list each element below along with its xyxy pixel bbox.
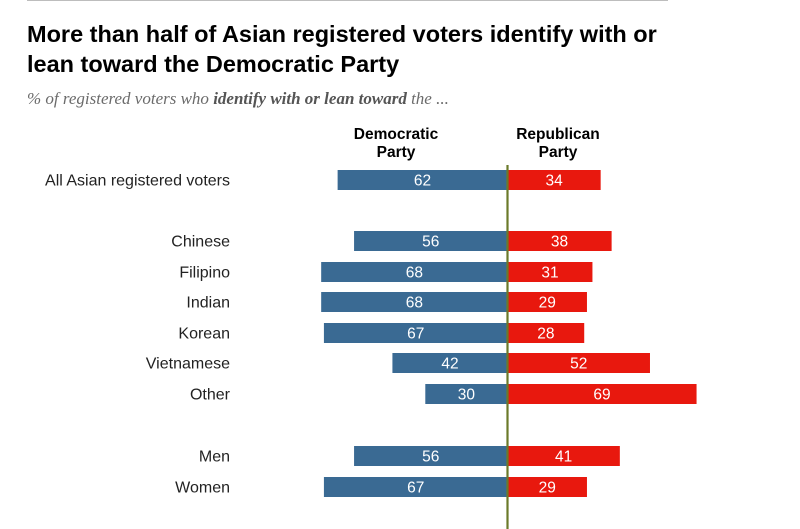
democratic-bar-indian xyxy=(321,292,508,312)
subtitle-prefix: % of registered voters who xyxy=(27,89,214,108)
democratic-value-women: 67 xyxy=(407,480,424,497)
democratic-value-vietnamese: 42 xyxy=(441,356,458,373)
republican-bar-vietnamese xyxy=(507,353,650,373)
democratic-bar-chinese xyxy=(354,231,508,251)
category-label-other: Other xyxy=(190,387,231,404)
democratic-value-filipino: 68 xyxy=(406,265,423,282)
category-label-all-asian-registered-voters: All Asian registered voters xyxy=(45,173,230,190)
democratic-value-chinese: 56 xyxy=(422,234,439,251)
democratic-value-korean: 67 xyxy=(407,326,424,343)
republican-bar-chinese xyxy=(507,231,612,251)
republican-header-line-1: Republican xyxy=(516,126,600,143)
republican-value-chinese: 38 xyxy=(551,234,568,251)
category-label-chinese: Chinese xyxy=(171,234,230,251)
republican-bar-other xyxy=(507,384,697,404)
republican-header-line-2: Party xyxy=(538,144,578,161)
republican-value-indian: 29 xyxy=(539,295,556,312)
democratic-bar-men xyxy=(354,446,508,466)
subtitle-emphasis: identify with or lean toward xyxy=(213,89,407,108)
republican-bar-indian xyxy=(507,292,587,312)
republican-bar-all-asian-registered-voters xyxy=(507,170,601,190)
republican-value-other: 69 xyxy=(593,387,610,404)
category-label-indian: Indian xyxy=(186,295,230,312)
republican-value-filipino: 31 xyxy=(541,265,558,282)
republican-bar-korean xyxy=(507,323,585,343)
subtitle-suffix: the ... xyxy=(406,89,449,108)
democratic-header-line-2: Party xyxy=(376,144,416,161)
category-label-filipino: Filipino xyxy=(179,265,230,282)
democratic-bar-korean xyxy=(323,323,508,343)
democratic-bar-other xyxy=(425,384,508,404)
republican-value-women: 29 xyxy=(539,480,556,497)
democratic-value-other: 30 xyxy=(458,387,476,404)
republican-bar-filipino xyxy=(507,262,593,282)
chart-title: More than half of Asian registered voter… xyxy=(27,21,657,77)
category-label-vietnamese: Vietnamese xyxy=(146,356,230,373)
category-label-women: Women xyxy=(175,480,230,497)
chart-subtitle: % of registered voters who identify with… xyxy=(27,89,449,109)
republican-value-korean: 28 xyxy=(537,326,554,343)
democratic-value-men: 56 xyxy=(422,449,439,466)
democratic-bar-women xyxy=(323,477,508,497)
democratic-bar-all-asian-registered-voters xyxy=(337,170,508,190)
category-label-men: Men xyxy=(199,449,230,466)
republican-value-all-asian-registered-voters: 34 xyxy=(545,173,563,190)
republican-bar-women xyxy=(507,477,587,497)
democratic-value-all-asian-registered-voters: 62 xyxy=(414,173,431,190)
top-rule xyxy=(27,0,668,1)
democratic-bar-vietnamese xyxy=(392,353,508,373)
democratic-value-indian: 68 xyxy=(406,295,423,312)
republican-value-men: 41 xyxy=(555,449,572,466)
republican-column-header: Republican Party xyxy=(493,126,623,162)
democratic-column-header: Democratic Party xyxy=(331,126,461,162)
republican-bar-men xyxy=(507,446,620,466)
republican-value-vietnamese: 52 xyxy=(570,356,587,373)
democratic-bar-filipino xyxy=(321,262,508,282)
category-label-korean: Korean xyxy=(178,326,230,343)
democratic-header-line-1: Democratic xyxy=(353,126,439,143)
